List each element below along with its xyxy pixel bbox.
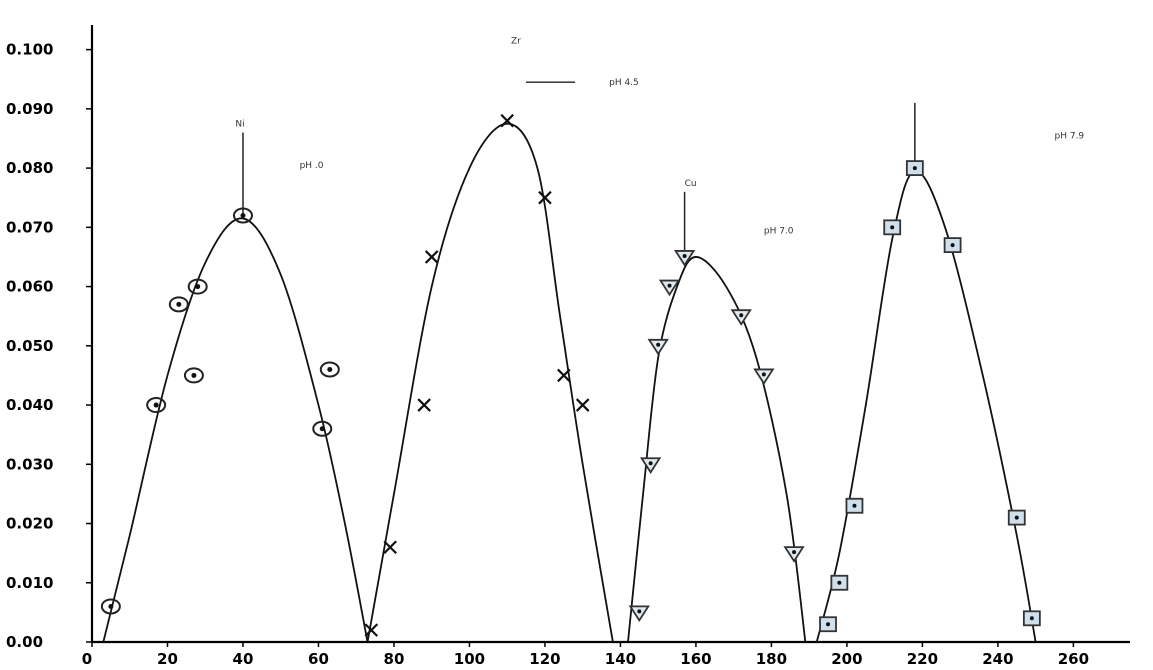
annotation-label: Zr xyxy=(511,37,521,47)
data-point xyxy=(575,398,590,412)
data-point xyxy=(628,605,650,623)
y-tick-label: 0.100 xyxy=(6,41,53,59)
data-point xyxy=(146,397,167,414)
x-axis-ticks: 0 20 40 60 80 100 120 140 160 180 200 220 240 260 xyxy=(82,642,1089,668)
data-point xyxy=(783,546,805,563)
x-tick-label: 80 xyxy=(384,650,405,668)
x-tick-label: 40 xyxy=(233,650,254,668)
data-point xyxy=(1007,509,1026,526)
y-tick-label: 0.060 xyxy=(6,278,53,296)
series-curve xyxy=(366,122,614,643)
data-point xyxy=(845,497,864,514)
annotation-label: pH .0 xyxy=(300,161,324,171)
y-tick-label: 0.010 xyxy=(6,574,53,592)
annotation-label: pH 7.0 xyxy=(764,226,794,236)
data-point xyxy=(730,309,752,326)
series-curve xyxy=(815,170,1037,643)
x-tick-label: 220 xyxy=(907,650,938,668)
x-tick-label: 240 xyxy=(982,650,1013,668)
x-tick-label: 140 xyxy=(605,650,636,668)
axes xyxy=(90,25,1130,644)
annotation-label: pH 7.9 xyxy=(1055,131,1085,141)
y-tick-label: 0.00 xyxy=(6,633,43,651)
series-curve xyxy=(627,256,807,643)
y-tick-label: 0.020 xyxy=(6,515,53,533)
y-axis-ticks: 0.00 0.010 0.020 0.030 0.040 0.050 0.060 0.070 0… xyxy=(6,41,92,651)
y-tick-label: 0.090 xyxy=(6,100,53,118)
annotations: Ni pH .0 Zr pH 4.5 Cu pH 7.0 pH 7.9 xyxy=(235,37,1084,237)
x-tick-label: 0 xyxy=(82,650,92,668)
data-point xyxy=(819,616,837,633)
data-point xyxy=(500,113,514,128)
data-point xyxy=(830,574,849,591)
data-point xyxy=(1022,610,1041,627)
x-tick-label: 20 xyxy=(157,650,178,668)
data-point xyxy=(639,457,662,474)
data-point xyxy=(538,190,552,205)
x-tick-label: 200 xyxy=(831,650,862,668)
x-tick-label: 160 xyxy=(680,650,711,668)
peak-lines xyxy=(242,102,916,257)
data-point xyxy=(658,279,681,297)
data-point xyxy=(905,160,924,176)
y-tick-label: 0.030 xyxy=(6,455,53,473)
data-point xyxy=(312,420,333,437)
series-curve xyxy=(102,217,369,643)
data-point xyxy=(753,368,775,386)
y-tick-label: 0.050 xyxy=(6,337,53,355)
data-point xyxy=(319,361,340,378)
data-point xyxy=(232,207,253,224)
data-point xyxy=(647,338,669,356)
data-point xyxy=(943,237,962,254)
x-tick-label: 120 xyxy=(529,650,560,668)
data-point xyxy=(673,250,696,267)
annotation-label: Ni xyxy=(235,120,244,130)
data-point xyxy=(883,219,902,236)
data-point xyxy=(557,368,571,383)
data-point xyxy=(168,296,189,313)
data-point xyxy=(183,367,204,384)
data-point xyxy=(187,278,208,295)
data-point xyxy=(364,623,379,637)
data-points xyxy=(100,113,1041,637)
y-tick-label: 0.040 xyxy=(6,396,53,414)
data-point xyxy=(100,598,121,615)
y-tick-label: 0.070 xyxy=(6,218,53,236)
data-point xyxy=(417,398,431,412)
y-tick-label: 0.080 xyxy=(6,159,53,177)
x-tick-label: 100 xyxy=(454,650,485,668)
annotation-label: pH 4.5 xyxy=(609,78,639,88)
x-tick-label: 260 xyxy=(1058,650,1089,668)
x-tick-label: 180 xyxy=(756,650,787,668)
annotation-label: Cu xyxy=(685,179,697,189)
data-point xyxy=(383,540,397,554)
data-point xyxy=(424,250,439,264)
x-tick-label: 60 xyxy=(308,650,329,668)
